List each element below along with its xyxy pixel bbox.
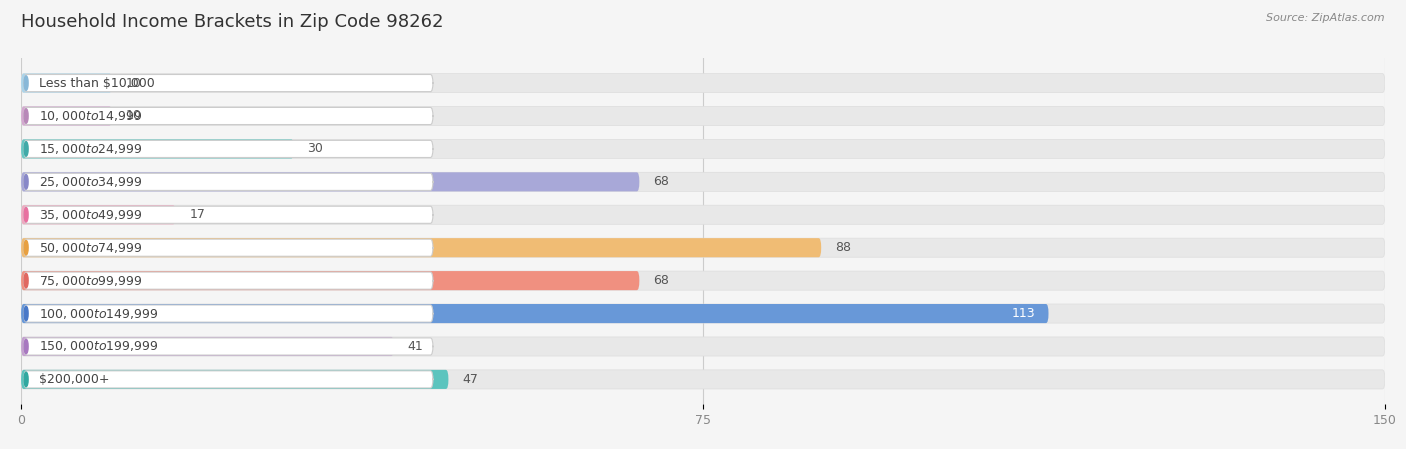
Text: $200,000+: $200,000+: [39, 373, 110, 386]
FancyBboxPatch shape: [24, 173, 433, 190]
Circle shape: [24, 175, 28, 189]
FancyBboxPatch shape: [24, 338, 433, 355]
FancyBboxPatch shape: [21, 304, 1385, 323]
FancyBboxPatch shape: [21, 238, 1385, 257]
FancyBboxPatch shape: [24, 75, 433, 92]
Circle shape: [24, 241, 28, 255]
Text: $10,000 to $14,999: $10,000 to $14,999: [39, 109, 142, 123]
Text: 10: 10: [125, 77, 142, 89]
Circle shape: [24, 76, 28, 90]
FancyBboxPatch shape: [21, 139, 1385, 158]
Text: 88: 88: [835, 241, 851, 254]
FancyBboxPatch shape: [24, 239, 433, 256]
FancyBboxPatch shape: [24, 371, 433, 388]
FancyBboxPatch shape: [21, 271, 1385, 290]
Text: $75,000 to $99,999: $75,000 to $99,999: [39, 273, 142, 288]
Text: $15,000 to $24,999: $15,000 to $24,999: [39, 142, 142, 156]
FancyBboxPatch shape: [21, 74, 1385, 92]
Circle shape: [24, 142, 28, 156]
Text: $100,000 to $149,999: $100,000 to $149,999: [39, 307, 159, 321]
Circle shape: [24, 207, 28, 222]
Circle shape: [24, 339, 28, 354]
FancyBboxPatch shape: [21, 106, 112, 126]
FancyBboxPatch shape: [21, 337, 394, 356]
Text: $150,000 to $199,999: $150,000 to $199,999: [39, 339, 159, 353]
Text: 68: 68: [652, 274, 669, 287]
Text: $50,000 to $74,999: $50,000 to $74,999: [39, 241, 142, 255]
FancyBboxPatch shape: [24, 141, 433, 158]
Text: 10: 10: [125, 110, 142, 123]
FancyBboxPatch shape: [21, 74, 112, 92]
Text: 30: 30: [308, 142, 323, 155]
FancyBboxPatch shape: [24, 305, 433, 322]
Text: $25,000 to $34,999: $25,000 to $34,999: [39, 175, 142, 189]
Circle shape: [24, 109, 28, 123]
FancyBboxPatch shape: [21, 370, 449, 389]
FancyBboxPatch shape: [21, 337, 1385, 356]
FancyBboxPatch shape: [21, 238, 821, 257]
Text: $35,000 to $49,999: $35,000 to $49,999: [39, 208, 142, 222]
Text: 41: 41: [408, 340, 423, 353]
Circle shape: [24, 273, 28, 288]
Text: 68: 68: [652, 176, 669, 188]
Text: 17: 17: [190, 208, 205, 221]
FancyBboxPatch shape: [21, 370, 1385, 389]
FancyBboxPatch shape: [21, 172, 640, 191]
Text: Household Income Brackets in Zip Code 98262: Household Income Brackets in Zip Code 98…: [21, 13, 443, 31]
Circle shape: [24, 372, 28, 387]
FancyBboxPatch shape: [24, 107, 433, 124]
Circle shape: [24, 306, 28, 321]
FancyBboxPatch shape: [21, 271, 640, 290]
FancyBboxPatch shape: [21, 172, 1385, 191]
Text: 113: 113: [1011, 307, 1035, 320]
FancyBboxPatch shape: [24, 206, 433, 223]
FancyBboxPatch shape: [21, 205, 1385, 224]
Text: Less than $10,000: Less than $10,000: [39, 77, 155, 89]
Text: 47: 47: [463, 373, 478, 386]
Text: Source: ZipAtlas.com: Source: ZipAtlas.com: [1267, 13, 1385, 23]
FancyBboxPatch shape: [21, 106, 1385, 126]
FancyBboxPatch shape: [21, 304, 1049, 323]
FancyBboxPatch shape: [21, 205, 176, 224]
FancyBboxPatch shape: [21, 139, 294, 158]
FancyBboxPatch shape: [24, 272, 433, 289]
